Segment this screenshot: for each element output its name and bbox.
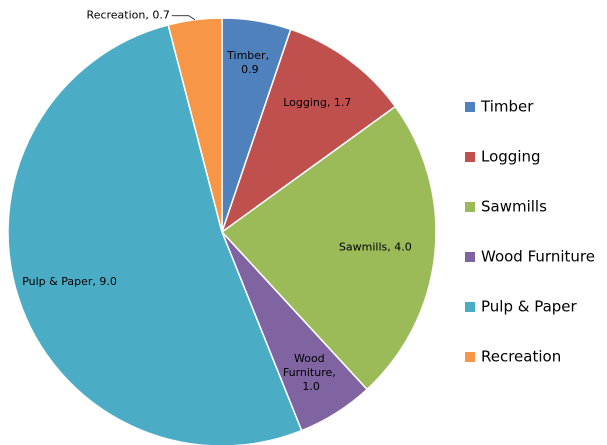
data-label: Sawmills, 4.0 — [339, 240, 412, 253]
legend-label: Logging — [481, 148, 541, 166]
legend-marker — [465, 102, 475, 112]
pie-slice — [167, 17, 223, 233]
pie-slice — [7, 23, 303, 445]
pie-slice — [220, 105, 437, 391]
legend-marker — [465, 152, 475, 162]
data-label: Logging, 1.7 — [283, 96, 351, 109]
legend-label: Wood Furniture — [481, 248, 595, 266]
data-label: Recreation, 0.7 — [87, 9, 170, 22]
legend-label: Timber — [480, 98, 534, 116]
data-label: Timber, 0.9 — [226, 49, 272, 76]
legend-marker — [465, 302, 475, 312]
data-label: Pulp & Paper, 9.0 — [22, 275, 117, 288]
legend-marker — [465, 352, 475, 362]
legend-marker — [465, 202, 475, 212]
pie-slice — [220, 28, 397, 234]
legend-marker — [465, 252, 475, 262]
legend-label: Recreation — [481, 348, 561, 366]
legend-label: Sawmills — [481, 198, 547, 216]
leader-line — [171, 15, 196, 21]
data-label: Wood Furniture, 1.0 — [283, 352, 339, 393]
legend-label: Pulp & Paper — [481, 298, 578, 316]
